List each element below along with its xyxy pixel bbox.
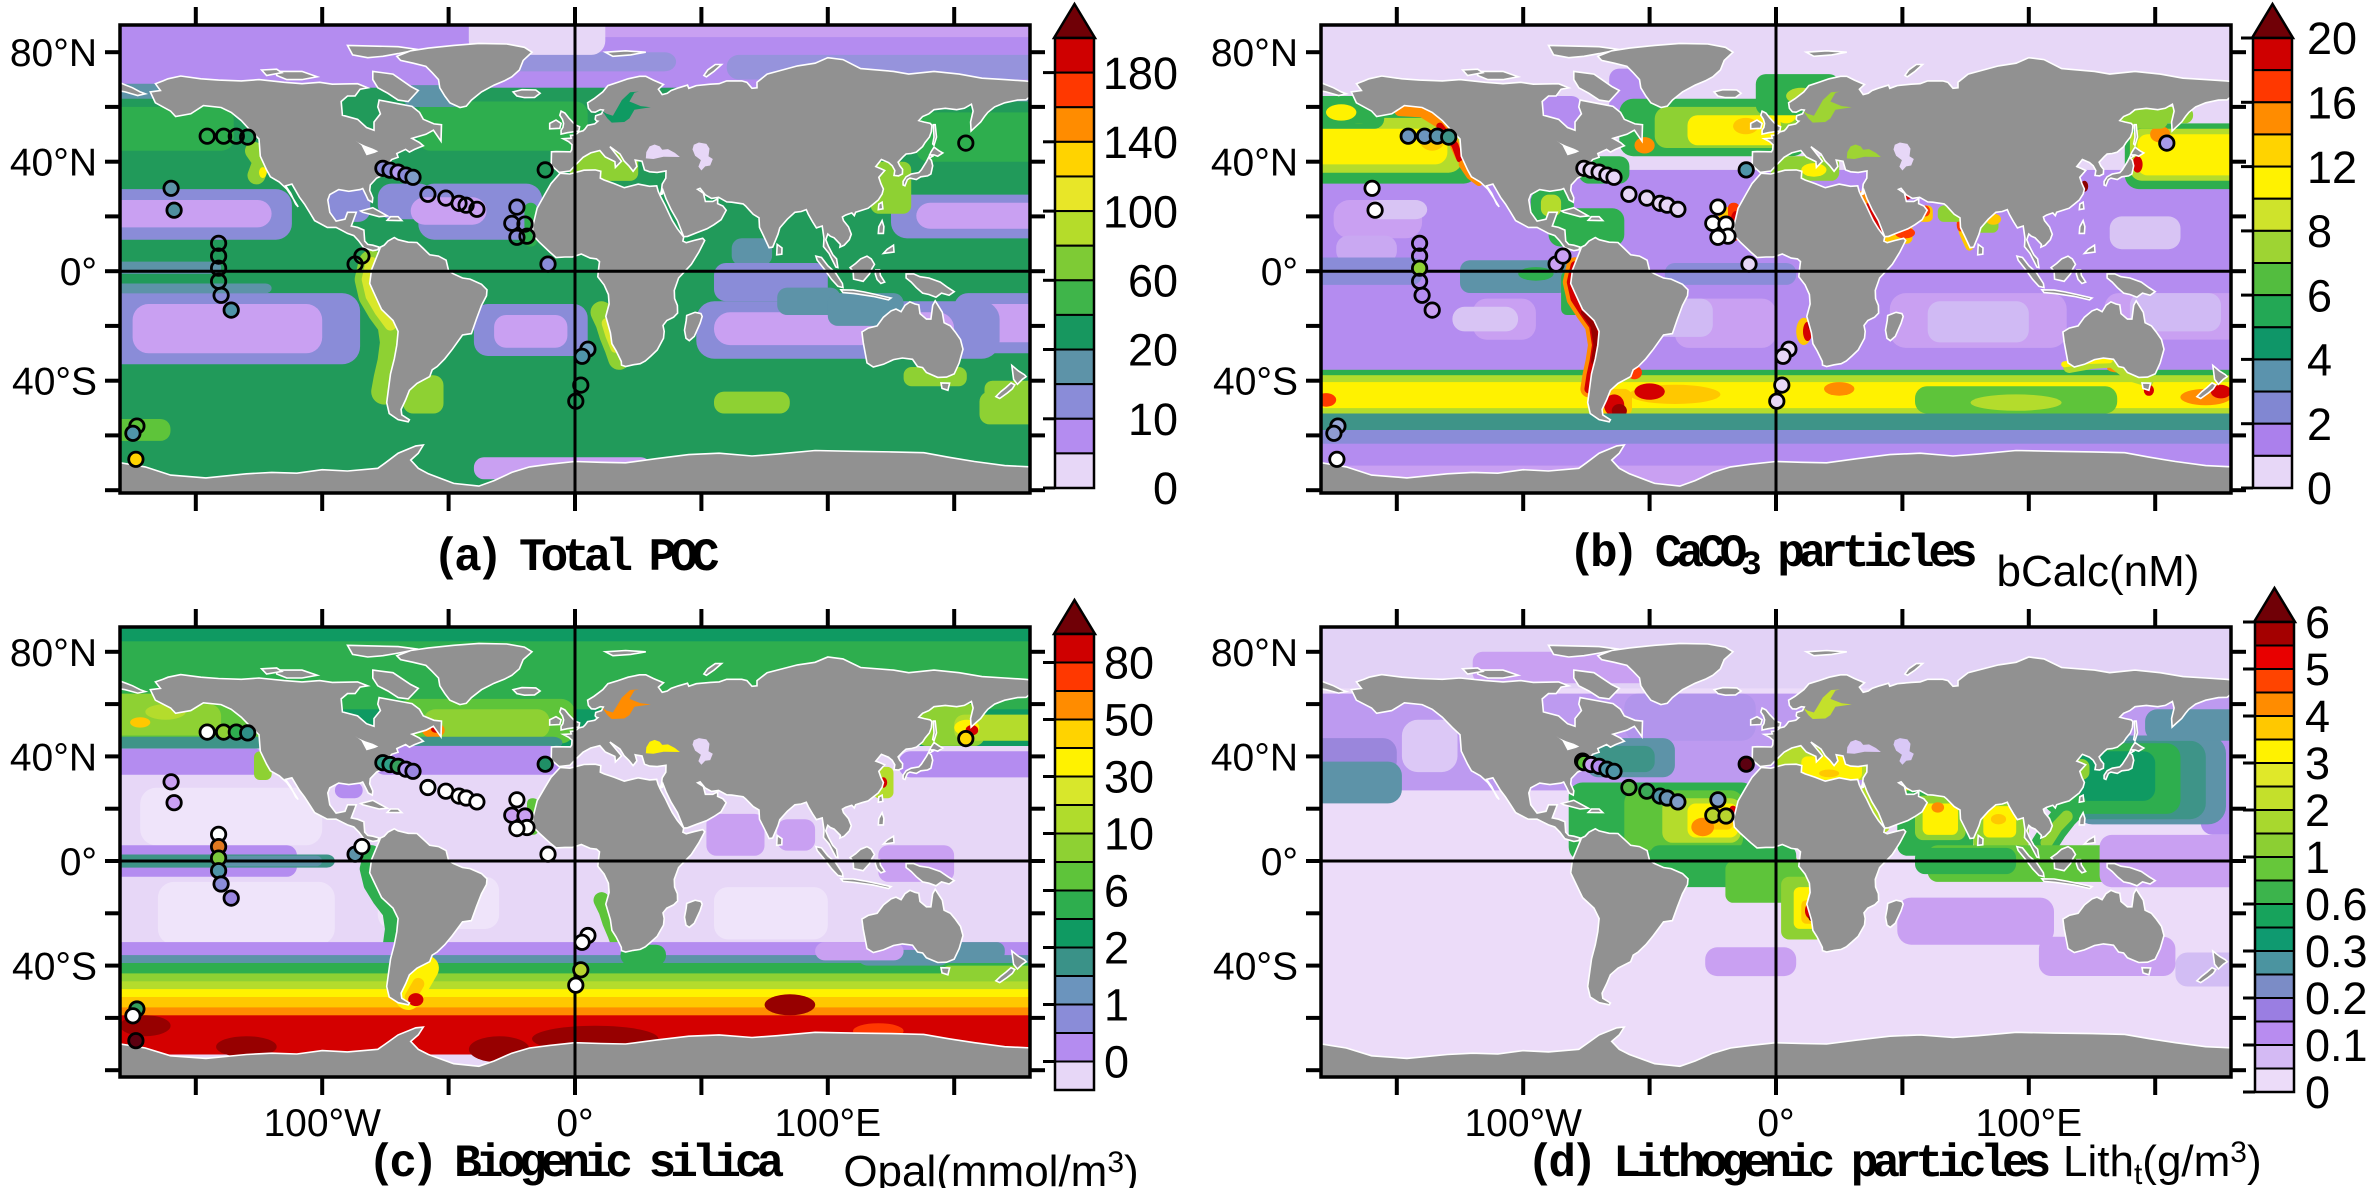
- svg-text:80°N: 80°N: [1211, 32, 1298, 75]
- svg-text:0°: 0°: [1261, 251, 1298, 294]
- svg-text:30: 30: [1104, 752, 1154, 803]
- svg-text:40°S: 40°S: [12, 361, 97, 404]
- svg-text:6: 6: [2307, 270, 2332, 321]
- svg-text:100°E: 100°E: [774, 1102, 881, 1145]
- svg-text:100°W: 100°W: [263, 1102, 381, 1145]
- svg-text:2: 2: [1104, 923, 1129, 974]
- svg-text:6: 6: [1104, 866, 1129, 917]
- svg-text:0°: 0°: [1757, 1102, 1794, 1145]
- svg-text:12: 12: [2307, 142, 2357, 193]
- svg-text:0: 0: [1153, 463, 1178, 514]
- svg-text:0.1: 0.1: [2305, 1020, 2367, 1071]
- svg-text:(d) Lithogenic particles: (d) Lithogenic particles: [1527, 1138, 2049, 1188]
- svg-text:(b) CaCO3 particles: (b) CaCO3 particles: [1568, 528, 1975, 585]
- svg-text:40°N: 40°N: [10, 736, 97, 779]
- svg-text:0.6: 0.6: [2305, 879, 2367, 930]
- svg-text:80°N: 80°N: [10, 32, 97, 75]
- svg-text:100: 100: [1103, 186, 1178, 237]
- svg-text:Opal(mmol/m3): Opal(mmol/m3): [843, 1146, 1138, 1188]
- svg-text:0: 0: [2305, 1067, 2330, 1118]
- svg-text:0°: 0°: [556, 1102, 593, 1145]
- svg-text:0.2: 0.2: [2305, 973, 2367, 1024]
- svg-text:2: 2: [2305, 785, 2330, 836]
- svg-text:bCalc(nM): bCalc(nM): [1997, 547, 2200, 596]
- svg-text:6: 6: [2305, 597, 2330, 648]
- svg-text:3: 3: [2305, 738, 2330, 789]
- svg-text:10: 10: [1104, 809, 1154, 860]
- svg-text:1: 1: [2305, 832, 2330, 883]
- svg-text:40°N: 40°N: [1211, 142, 1298, 185]
- svg-text:20: 20: [2307, 13, 2357, 64]
- svg-text:80°N: 80°N: [10, 632, 97, 675]
- svg-text:0.3: 0.3: [2305, 926, 2367, 977]
- svg-text:0°: 0°: [60, 841, 97, 884]
- svg-text:40°N: 40°N: [1211, 736, 1298, 779]
- svg-text:180: 180: [1103, 48, 1178, 99]
- svg-text:8: 8: [2307, 206, 2332, 257]
- svg-text:40°N: 40°N: [10, 142, 97, 185]
- svg-text:20: 20: [1128, 325, 1178, 376]
- svg-text:4: 4: [2305, 691, 2330, 742]
- svg-text:0°: 0°: [60, 251, 97, 294]
- svg-text:100°E: 100°E: [1975, 1102, 2082, 1145]
- svg-text:4: 4: [2307, 335, 2332, 386]
- svg-text:60: 60: [1128, 256, 1178, 307]
- svg-text:0°: 0°: [1261, 841, 1298, 884]
- svg-text:2: 2: [2307, 399, 2332, 450]
- svg-text:40°S: 40°S: [12, 946, 97, 989]
- svg-text:0: 0: [1104, 1037, 1129, 1088]
- svg-text:100°W: 100°W: [1464, 1102, 1582, 1145]
- svg-text:0: 0: [2307, 463, 2332, 514]
- svg-text:Litht(g/m3): Litht(g/m3): [2063, 1136, 2262, 1188]
- svg-text:40°S: 40°S: [1213, 361, 1298, 404]
- svg-text:16: 16: [2307, 78, 2357, 129]
- svg-text:80°N: 80°N: [1211, 632, 1298, 675]
- svg-text:1: 1: [1104, 980, 1129, 1031]
- svg-text:(c) Biogenic silica: (c) Biogenic silica: [368, 1138, 784, 1188]
- svg-text:140: 140: [1103, 117, 1178, 168]
- svg-text:5: 5: [2305, 644, 2330, 695]
- svg-text:50: 50: [1104, 695, 1154, 746]
- svg-text:(a) Total POC: (a) Total POC: [433, 532, 719, 584]
- svg-text:40°S: 40°S: [1213, 946, 1298, 989]
- svg-text:10: 10: [1128, 394, 1178, 445]
- svg-text:80: 80: [1104, 638, 1154, 689]
